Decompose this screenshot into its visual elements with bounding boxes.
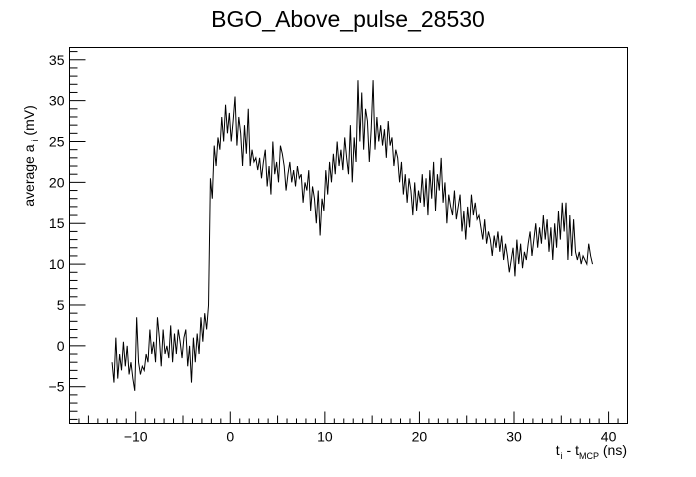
- x-tick-label: 20: [412, 429, 428, 445]
- x-tick-label: 10: [317, 429, 333, 445]
- y-tick-label: 10: [49, 256, 65, 272]
- y-tick-label: 5: [57, 297, 65, 313]
- x-axis-label-unit: (ns): [599, 442, 627, 458]
- y-axis-label-main: average a: [21, 144, 37, 206]
- x-axis-label: ti - tMCP (ns): [556, 442, 627, 461]
- y-tick-label: 25: [49, 134, 65, 150]
- chart-title: BGO_Above_pulse_28530: [211, 6, 485, 32]
- y-axis: −5 0 5 10 15 20 25 30 35: [49, 51, 86, 420]
- x-tick-label: 40: [601, 429, 617, 445]
- y-axis-label-sub: i: [30, 139, 40, 141]
- y-axis-label: average a i (mV): [21, 105, 40, 207]
- x-tick-label: 0: [226, 429, 234, 445]
- plot-frame: [69, 47, 628, 424]
- x-tick-label: −10: [124, 429, 148, 445]
- x-axis-label-t-sub: i: [561, 451, 563, 461]
- x-tick-label: 30: [506, 429, 522, 445]
- y-tick-label: 15: [49, 215, 65, 231]
- y-tick-label: −5: [49, 379, 65, 395]
- y-tick-label: 20: [49, 174, 65, 190]
- y-tick-label: 30: [49, 93, 65, 109]
- x-axis-label-mcp-sub: MCP: [579, 451, 599, 461]
- y-tick-label: 35: [49, 52, 65, 68]
- y-axis-label-unit: (mV): [21, 105, 37, 139]
- x-axis-label-t: t: [556, 442, 560, 458]
- series-line: [111, 80, 593, 391]
- x-axis-label-sep: - t: [563, 442, 579, 458]
- x-axis: −10 0 10 20 30 40: [69, 411, 628, 445]
- y-tick-label: 0: [57, 338, 65, 354]
